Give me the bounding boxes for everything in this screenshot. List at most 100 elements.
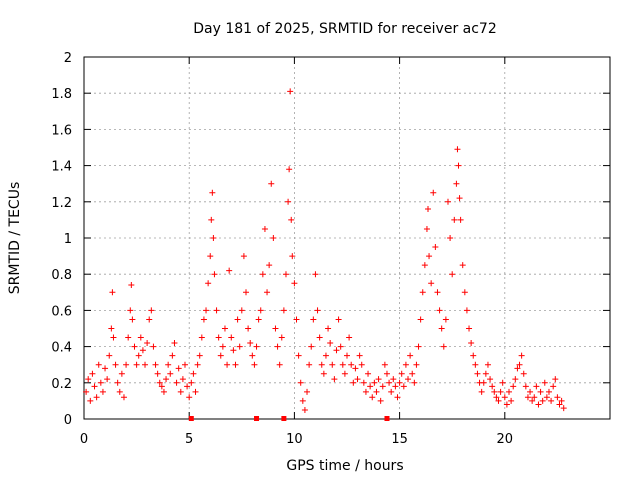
data-point <box>541 379 548 386</box>
data-point <box>268 180 275 187</box>
data-point <box>358 361 365 368</box>
data-point <box>474 370 481 377</box>
data-point <box>240 253 247 260</box>
data-point <box>426 253 433 260</box>
data-point <box>461 289 468 296</box>
data-point <box>409 370 416 377</box>
data-point <box>280 307 287 314</box>
data-point <box>230 347 237 354</box>
data-point <box>154 370 161 377</box>
data-point <box>108 325 115 332</box>
data-point <box>181 361 188 368</box>
data-point <box>402 361 409 368</box>
data-point <box>527 388 534 395</box>
data-point <box>118 370 125 377</box>
data-point <box>348 361 355 368</box>
data-point <box>451 216 458 223</box>
y-tick-label: 2 <box>64 51 72 66</box>
data-points <box>83 88 567 413</box>
data-point <box>396 379 403 386</box>
data-point <box>499 379 506 386</box>
data-point <box>91 383 98 390</box>
data-point <box>352 365 359 372</box>
data-point <box>104 376 111 383</box>
data-point <box>200 316 207 323</box>
data-point <box>257 307 264 314</box>
data-point <box>447 235 454 241</box>
chart-title: Day 181 of 2025, SRMTID for receiver ac7… <box>193 21 497 37</box>
data-point <box>333 347 340 354</box>
data-point <box>506 388 513 395</box>
data-point <box>556 401 563 408</box>
data-point <box>558 397 565 404</box>
data-point <box>535 401 542 408</box>
data-point <box>278 334 285 341</box>
data-point <box>287 88 294 95</box>
data-point <box>209 189 216 196</box>
data-point <box>362 388 369 395</box>
data-point <box>459 262 466 269</box>
data-point <box>537 388 544 395</box>
data-point <box>331 376 338 383</box>
data-point <box>518 352 525 359</box>
data-point <box>456 195 463 202</box>
data-point <box>133 361 140 368</box>
data-point <box>335 316 342 323</box>
data-point <box>188 379 195 386</box>
y-axis-label: SRMTID / TECUs <box>7 182 23 295</box>
data-point <box>508 397 515 404</box>
data-point <box>432 244 439 251</box>
x-tick-label: 5 <box>185 432 193 447</box>
y-tick-label: 1.4 <box>51 160 72 175</box>
data-point <box>95 361 102 368</box>
data-point <box>548 397 555 404</box>
data-point <box>411 379 418 386</box>
data-point <box>112 361 119 368</box>
data-point <box>306 361 313 368</box>
data-point <box>114 379 121 386</box>
data-point <box>344 352 350 359</box>
data-point <box>228 334 235 341</box>
data-point <box>339 361 346 368</box>
data-point <box>449 271 456 278</box>
data-point <box>454 146 461 153</box>
data-point <box>163 376 170 383</box>
data-point <box>93 394 100 401</box>
data-point <box>148 307 155 314</box>
data-point <box>261 225 268 232</box>
data-point <box>360 379 367 386</box>
data-point <box>232 361 239 368</box>
plot-frame <box>83 56 611 420</box>
y-tick-label: 1.2 <box>51 196 72 211</box>
data-point <box>272 325 279 332</box>
data-point <box>205 280 212 287</box>
data-point <box>472 361 479 368</box>
data-point <box>442 316 449 323</box>
data-point <box>463 307 470 314</box>
data-point <box>497 388 504 395</box>
data-point <box>371 379 378 386</box>
data-point <box>285 198 292 205</box>
bottom-marker <box>254 416 260 421</box>
data-point <box>198 334 205 341</box>
data-point <box>304 388 311 395</box>
data-point <box>390 376 397 383</box>
data-point <box>392 383 399 390</box>
data-point <box>320 370 327 377</box>
data-point <box>286 166 293 173</box>
data-point <box>468 339 475 346</box>
data-point <box>325 325 332 332</box>
data-point <box>398 370 405 377</box>
x-tick-label: 10 <box>286 432 303 447</box>
data-point <box>419 289 426 296</box>
data-point <box>484 361 491 368</box>
data-point <box>539 397 546 404</box>
data-point <box>318 361 325 368</box>
x-tick-label: 0 <box>80 432 88 447</box>
data-point <box>156 379 163 386</box>
data-point <box>356 352 363 359</box>
y-tick-label: 0 <box>64 413 72 428</box>
data-point <box>85 376 92 383</box>
data-point <box>400 383 407 390</box>
